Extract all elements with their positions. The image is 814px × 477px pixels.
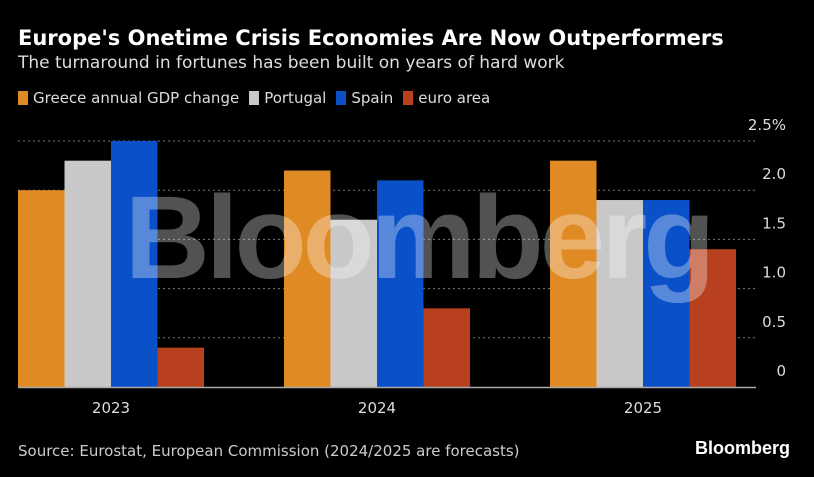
legend-label: Spain xyxy=(351,89,394,107)
y-tick-label: 2.5% xyxy=(748,116,786,134)
y-tick-label: 1.0 xyxy=(762,264,786,282)
bar-spain-2025 xyxy=(643,200,690,387)
bar-portugal-2023 xyxy=(64,160,111,387)
x-tick-label: 2024 xyxy=(358,399,396,417)
chart-title: Europe's Onetime Crisis Economies Are No… xyxy=(18,26,724,50)
legend-label: euro area xyxy=(418,89,491,107)
legend-swatch xyxy=(336,91,347,105)
bar-greece-2023 xyxy=(18,190,65,387)
y-tick-label: 1.5 xyxy=(762,214,786,232)
legend: Greece annual GDP change Portugal Spain … xyxy=(18,89,490,107)
legend-item-greece: Greece annual GDP change xyxy=(18,89,239,107)
bar-euro-2025 xyxy=(689,249,736,387)
legend-swatch xyxy=(249,91,260,105)
source-note: Source: Eurostat, European Commission (2… xyxy=(18,442,520,460)
x-tick-label: 2025 xyxy=(624,399,662,417)
y-tick-label: 0.5 xyxy=(762,313,786,331)
legend-item-portugal: Portugal xyxy=(249,89,326,107)
legend-item-euro-area: euro area xyxy=(403,89,490,107)
legend-label: Portugal xyxy=(264,89,327,107)
legend-swatch xyxy=(18,91,28,105)
chart-subtitle: The turnaround in fortunes has been buil… xyxy=(18,53,565,73)
bar-portugal-2024 xyxy=(330,219,377,387)
y-tick-label: 0 xyxy=(776,362,786,380)
bar-portugal-2025 xyxy=(596,200,643,387)
bar-euro-2023 xyxy=(157,347,204,387)
legend-item-spain: Spain xyxy=(336,89,393,107)
bar-euro-2024 xyxy=(423,308,470,387)
x-tick-label: 2023 xyxy=(92,399,130,417)
bloomberg-logo: Bloomberg xyxy=(694,438,790,458)
bar-greece-2025 xyxy=(550,160,597,387)
watermark: Bloomberg xyxy=(125,172,712,304)
y-tick-label: 2.0 xyxy=(762,165,786,183)
legend-label: Greece annual GDP change xyxy=(33,89,240,107)
bar-spain-2023 xyxy=(111,141,158,387)
legend-swatch xyxy=(403,91,414,105)
bar-spain-2024 xyxy=(377,180,424,387)
bar-greece-2024 xyxy=(284,170,331,387)
